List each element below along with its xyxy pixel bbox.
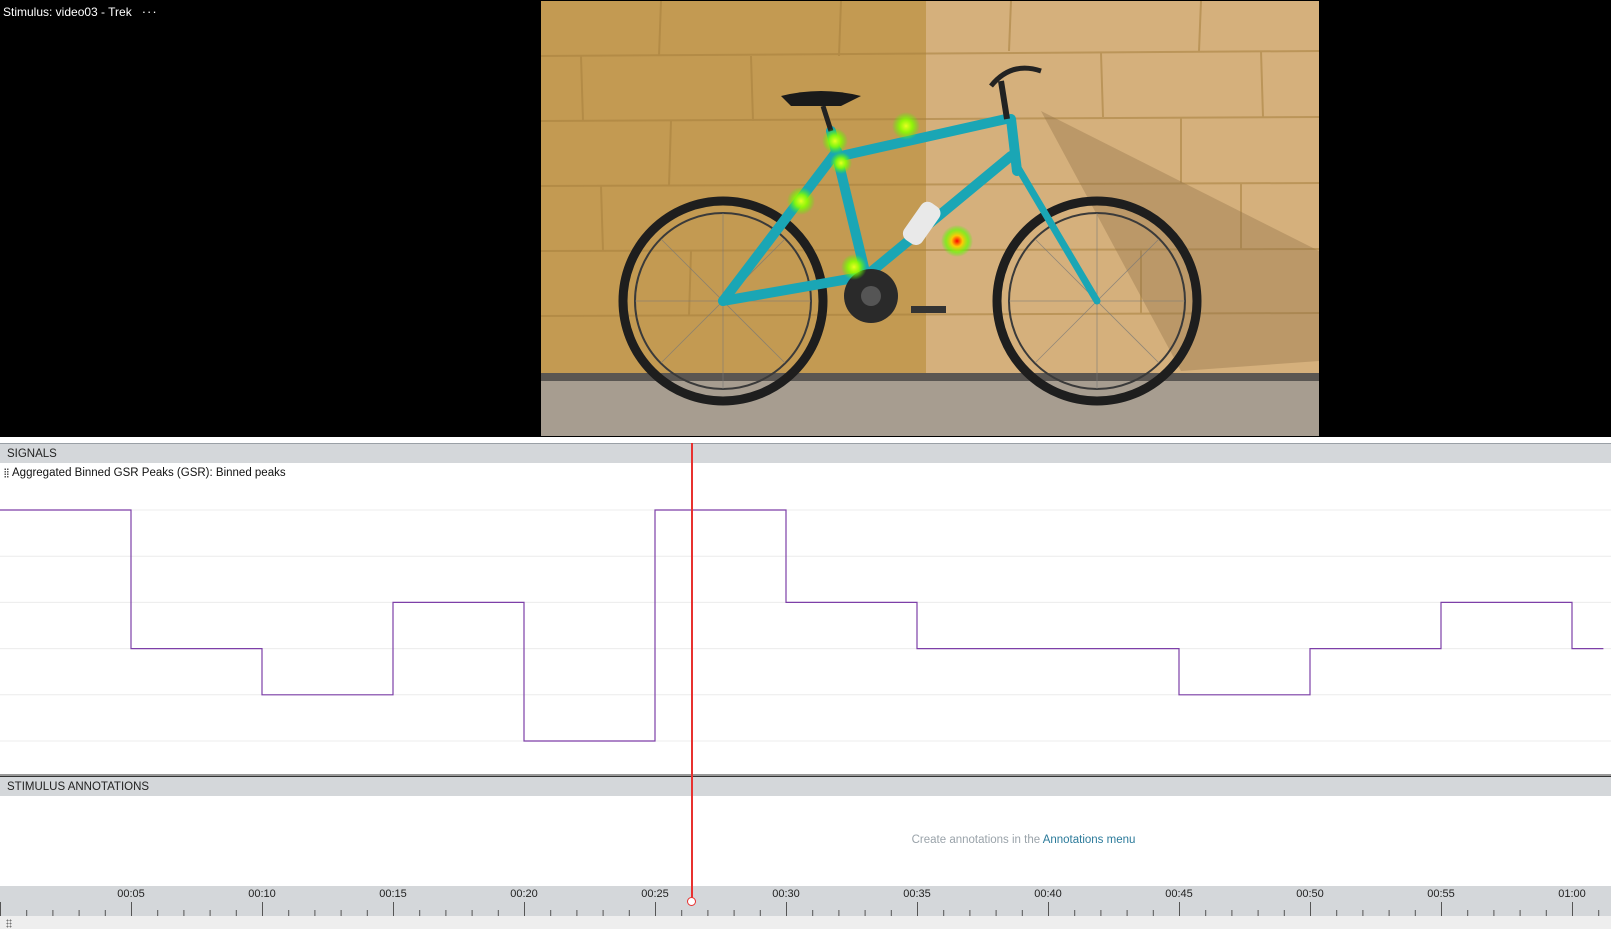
stimulus-title-bar: Stimulus: video03 - Trek ··· — [3, 4, 158, 19]
more-options-icon[interactable]: ··· — [141, 4, 158, 19]
signal-series-line-0 — [0, 509, 1604, 742]
playhead-handle[interactable] — [687, 897, 697, 906]
drag-handle-icon[interactable] — [4, 468, 9, 478]
timeline-tick-label: 00:55 — [1427, 888, 1455, 900]
annotations-hint-text: Create annotations in the — [911, 834, 1043, 846]
timeline-tick-label: 00:05 — [117, 888, 145, 900]
timeline-tick-label: 00:45 — [1165, 888, 1193, 900]
stimulus-video-panel: Stimulus: video03 - Trek ··· — [0, 0, 1611, 437]
timeline-tick-label: 01:00 — [1558, 888, 1586, 900]
annotations-menu-link[interactable]: Annotations menu — [1042, 834, 1136, 846]
playhead-line[interactable] — [690, 443, 693, 900]
scrollbar-grip-icon[interactable] — [6, 919, 12, 928]
signals-section-header: SIGNALS — [0, 443, 1611, 463]
timeline-tick-label: 00:40 — [1034, 888, 1062, 900]
timeline-tick-label: 00:50 — [1296, 888, 1324, 900]
video-frame — [541, 1, 1319, 436]
timeline-tick-label: 00:35 — [903, 888, 931, 900]
signal-track-label[interactable]: Aggregated Binned GSR Peaks (GSR): Binne… — [4, 467, 286, 479]
stimulus-annotations-header: STIMULUS ANNOTATIONS — [0, 776, 1611, 796]
timeline-ruler[interactable]: 00:05 00:10 00:15 00:20 00:25 00:30 00:35 00:40… — [0, 886, 1611, 929]
gsr-peaks-chart — [0, 509, 1611, 776]
timeline-tick-label: 00:25 — [641, 888, 669, 900]
timeline-tick-label: 00:15 — [379, 888, 407, 900]
timeline-tick-label: 00:20 — [510, 888, 538, 900]
stimulus-title: Stimulus: video03 - Trek — [3, 4, 132, 19]
annotations-hint: Create annotations in the Annotations me… — [0, 834, 1611, 846]
timeline-ticks — [0, 902, 1600, 916]
timeline-tick-label: 00:10 — [248, 888, 276, 900]
signal-track-name: Aggregated Binned GSR Peaks (GSR): Binne… — [12, 467, 286, 479]
timeline-tick-label: 00:30 — [772, 888, 800, 900]
timeline-scrollbar[interactable] — [0, 916, 1611, 929]
